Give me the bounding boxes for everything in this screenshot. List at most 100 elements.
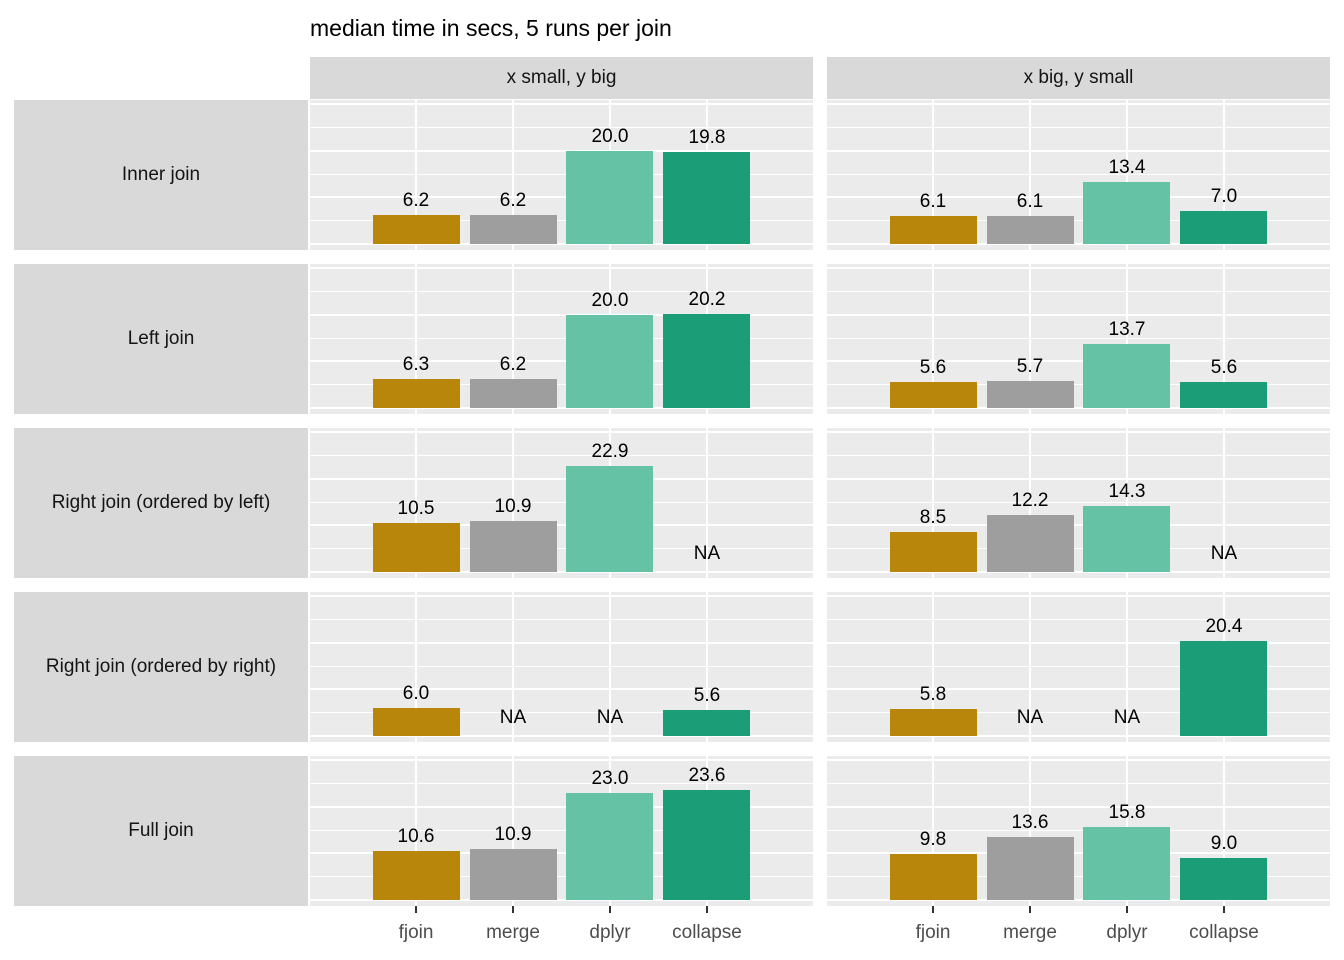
bar-collapse (663, 710, 750, 736)
major-gridline-vertical (415, 428, 417, 578)
minor-gridline (827, 502, 1330, 503)
major-gridline-vertical (1029, 428, 1031, 578)
bar-value-label: 6.2 (402, 190, 430, 211)
minor-gridline (310, 548, 813, 549)
major-gridline-vertical (415, 100, 417, 250)
major-gridline (827, 314, 1330, 316)
major-gridline (310, 314, 813, 316)
minor-gridline (827, 174, 1330, 175)
minor-gridline (827, 220, 1330, 221)
major-gridline-vertical (1223, 264, 1225, 414)
facet-panel: 10.5 10.9 22.9 NA (310, 428, 813, 578)
major-gridline (310, 267, 813, 269)
bar-collapse (663, 314, 750, 408)
major-gridline-vertical (415, 264, 417, 414)
bar-value-label: 20.2 (688, 289, 726, 310)
major-gridline (310, 407, 813, 409)
major-gridline (827, 852, 1330, 854)
facet-row-strip: Full join (14, 756, 308, 906)
minor-gridline (310, 783, 813, 784)
major-gridline (310, 103, 813, 105)
minor-gridline (827, 830, 1330, 831)
bar-dplyr (566, 151, 653, 244)
major-gridline-vertical (1126, 592, 1128, 742)
bar-value-label: 10.9 (494, 824, 532, 845)
major-gridline-vertical (1029, 100, 1031, 250)
bar-fjoin (890, 854, 977, 900)
major-gridline (310, 478, 813, 480)
major-gridline (827, 735, 1330, 737)
x-axis-tick (706, 906, 708, 913)
major-gridline (310, 806, 813, 808)
bar-collapse (663, 152, 750, 244)
na-value-label: NA (596, 707, 624, 728)
major-gridline (310, 360, 813, 362)
x-axis-tick (512, 906, 514, 913)
x-axis-label-merge: merge (486, 922, 540, 943)
bar-dplyr (566, 793, 653, 900)
facet-row-strip: Left join (14, 264, 308, 414)
bar-value-label: 10.9 (494, 496, 532, 517)
x-axis-tick (1126, 906, 1128, 913)
x-axis-label-fjoin: fjoin (398, 922, 434, 943)
major-gridline (310, 759, 813, 761)
major-gridline (827, 431, 1330, 433)
bar-merge (987, 837, 1074, 900)
x-axis-tick (932, 906, 934, 913)
major-gridline-vertical (609, 592, 611, 742)
major-gridline (310, 150, 813, 152)
bar-collapse (1180, 211, 1267, 244)
minor-gridline (310, 619, 813, 620)
x-axis-label-fjoin: fjoin (915, 922, 951, 943)
major-gridline (310, 688, 813, 690)
major-gridline (827, 571, 1330, 573)
bar-merge (987, 515, 1074, 572)
major-gridline (310, 852, 813, 854)
major-gridline-vertical (415, 592, 417, 742)
minor-gridline (310, 455, 813, 456)
major-gridline-vertical (512, 592, 514, 742)
facet-panel: 9.8 13.6 15.8 9.0 (827, 756, 1330, 906)
na-value-label: NA (1016, 707, 1044, 728)
major-gridline (827, 478, 1330, 480)
major-gridline-vertical (512, 100, 514, 250)
major-gridline-vertical (512, 428, 514, 578)
major-gridline-vertical (706, 428, 708, 578)
facet-row-strip: Right join (ordered by left) (14, 428, 308, 578)
minor-gridline (827, 712, 1330, 713)
x-axis-label-merge: merge (1003, 922, 1057, 943)
bar-value-label: 8.5 (919, 507, 947, 528)
major-gridline (827, 759, 1330, 761)
bar-value-label: 9.8 (919, 829, 947, 850)
minor-gridline (310, 502, 813, 503)
minor-gridline (827, 619, 1330, 620)
bar-dplyr (566, 315, 653, 408)
bar-collapse (1180, 382, 1267, 408)
bar-merge (470, 215, 557, 244)
bar-value-label: 23.6 (688, 765, 726, 786)
minor-gridline (310, 666, 813, 667)
bar-fjoin (890, 532, 977, 572)
bar-merge (987, 216, 1074, 244)
bar-fjoin (373, 379, 460, 408)
bar-value-label: 10.5 (397, 498, 435, 519)
x-axis-label-dplyr: dplyr (1106, 922, 1148, 943)
facet-panel: 6.0 NA NA 5.6 (310, 592, 813, 742)
x-axis-label-collapse: collapse (1189, 922, 1259, 943)
bar-dplyr (1083, 506, 1170, 572)
facet-panel: 10.6 10.9 23.0 23.6 (310, 756, 813, 906)
bar-value-label: 23.0 (591, 768, 629, 789)
major-gridline-vertical (932, 592, 934, 742)
minor-gridline (827, 455, 1330, 456)
major-gridline-vertical (1126, 100, 1128, 250)
minor-gridline (827, 876, 1330, 877)
minor-gridline (310, 174, 813, 175)
facet-panel: 6.1 6.1 13.4 7.0 (827, 100, 1330, 250)
bar-value-label: 5.7 (1016, 356, 1044, 377)
bar-value-label: 9.0 (1210, 833, 1238, 854)
bar-value-label: 7.0 (1210, 186, 1238, 207)
major-gridline-vertical (1126, 264, 1128, 414)
major-gridline-vertical (1029, 264, 1031, 414)
bar-value-label: 10.6 (397, 826, 435, 847)
